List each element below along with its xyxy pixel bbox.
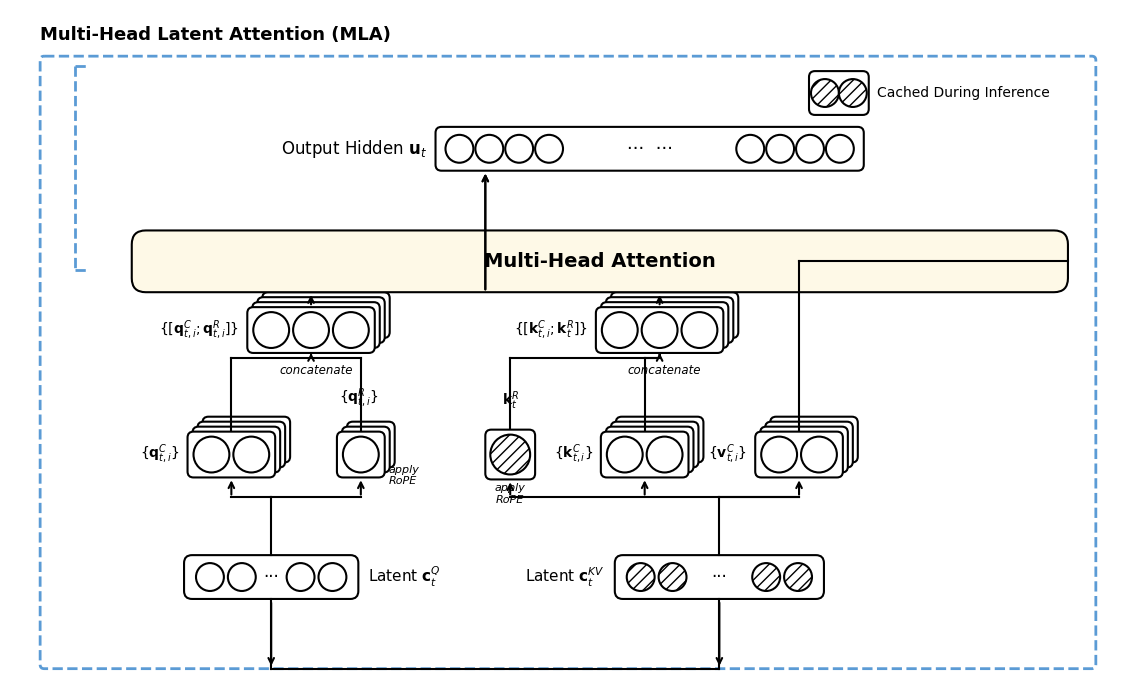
FancyBboxPatch shape <box>187 432 275 477</box>
Text: apply
RoPE: apply RoPE <box>495 484 526 505</box>
FancyBboxPatch shape <box>611 292 738 338</box>
Circle shape <box>796 135 824 163</box>
Circle shape <box>658 563 686 591</box>
Circle shape <box>228 563 256 591</box>
FancyBboxPatch shape <box>342 427 390 473</box>
Text: $\mathbf{k}^R_t$: $\mathbf{k}^R_t$ <box>501 389 519 412</box>
FancyBboxPatch shape <box>611 421 699 467</box>
FancyBboxPatch shape <box>760 427 848 473</box>
Circle shape <box>490 434 531 475</box>
FancyBboxPatch shape <box>606 297 734 343</box>
Text: ···: ··· <box>711 568 727 586</box>
Text: $\{\mathbf{v}^C_{t,i}\}$: $\{\mathbf{v}^C_{t,i}\}$ <box>708 443 747 466</box>
Text: $\{[\mathbf{q}^C_{t,i};\mathbf{q}^R_{t,i}]\}$: $\{[\mathbf{q}^C_{t,i};\mathbf{q}^R_{t,i… <box>159 319 239 341</box>
Circle shape <box>234 436 269 473</box>
FancyBboxPatch shape <box>809 71 868 115</box>
Text: Multi-Head Latent Attention (MLA): Multi-Head Latent Attention (MLA) <box>41 26 391 44</box>
FancyBboxPatch shape <box>755 432 843 477</box>
Circle shape <box>343 436 378 473</box>
Circle shape <box>475 135 504 163</box>
Circle shape <box>535 135 563 163</box>
Circle shape <box>627 563 655 591</box>
Text: $\{[\mathbf{k}^C_{t,i};\mathbf{k}^R_t]\}$: $\{[\mathbf{k}^C_{t,i};\mathbf{k}^R_t]\}… <box>514 319 588 341</box>
FancyBboxPatch shape <box>770 417 858 462</box>
Circle shape <box>826 135 854 163</box>
Circle shape <box>767 135 794 163</box>
Circle shape <box>333 312 369 348</box>
FancyBboxPatch shape <box>252 302 379 348</box>
Circle shape <box>287 563 315 591</box>
Circle shape <box>682 312 717 348</box>
FancyBboxPatch shape <box>485 430 535 479</box>
FancyBboxPatch shape <box>436 127 864 171</box>
Circle shape <box>193 436 229 473</box>
FancyBboxPatch shape <box>601 432 689 477</box>
FancyBboxPatch shape <box>615 417 703 462</box>
Circle shape <box>839 79 867 107</box>
Circle shape <box>647 436 683 473</box>
Text: Cached During Inference: Cached During Inference <box>877 86 1050 100</box>
Text: concatenate: concatenate <box>279 365 352 378</box>
Circle shape <box>752 563 780 591</box>
FancyBboxPatch shape <box>601 302 728 348</box>
Circle shape <box>736 135 764 163</box>
Circle shape <box>506 135 533 163</box>
Text: ···: ··· <box>263 568 279 586</box>
Text: Output Hidden $\mathbf{u}_t$: Output Hidden $\mathbf{u}_t$ <box>281 137 428 160</box>
Circle shape <box>602 312 638 348</box>
Circle shape <box>802 436 837 473</box>
Text: $\{\mathbf{q}^C_{t,i}\}$: $\{\mathbf{q}^C_{t,i}\}$ <box>140 443 180 466</box>
Text: $\{\mathbf{k}^C_{t,i}\}$: $\{\mathbf{k}^C_{t,i}\}$ <box>553 443 593 466</box>
Text: apply
RoPE: apply RoPE <box>388 464 420 486</box>
FancyBboxPatch shape <box>193 427 280 473</box>
Text: ···  ···: ··· ··· <box>627 140 673 158</box>
FancyBboxPatch shape <box>765 421 852 467</box>
Text: Multi-Head Attention: Multi-Head Attention <box>484 252 716 271</box>
Circle shape <box>318 563 347 591</box>
Circle shape <box>253 312 289 348</box>
Circle shape <box>606 436 642 473</box>
Circle shape <box>196 563 224 591</box>
FancyBboxPatch shape <box>336 432 385 477</box>
Circle shape <box>811 79 839 107</box>
Text: concatenate: concatenate <box>628 365 701 378</box>
FancyBboxPatch shape <box>347 421 395 467</box>
FancyBboxPatch shape <box>606 427 693 473</box>
FancyBboxPatch shape <box>198 421 286 467</box>
Text: $\{\mathbf{q}^R_{t,i}\}$: $\{\mathbf{q}^R_{t,i}\}$ <box>339 386 379 410</box>
Circle shape <box>446 135 473 163</box>
Circle shape <box>785 563 812 591</box>
FancyBboxPatch shape <box>247 307 375 353</box>
FancyBboxPatch shape <box>262 292 390 338</box>
FancyBboxPatch shape <box>202 417 290 462</box>
FancyBboxPatch shape <box>257 297 385 343</box>
Circle shape <box>294 312 329 348</box>
Text: Latent $\mathbf{c}^{KV}_t$: Latent $\mathbf{c}^{KV}_t$ <box>525 566 605 589</box>
Text: Latent $\mathbf{c}^Q_t$: Latent $\mathbf{c}^Q_t$ <box>368 565 441 589</box>
FancyBboxPatch shape <box>596 307 724 353</box>
FancyBboxPatch shape <box>615 555 824 599</box>
FancyBboxPatch shape <box>184 555 358 599</box>
FancyBboxPatch shape <box>132 231 1068 292</box>
Circle shape <box>641 312 677 348</box>
Circle shape <box>761 436 797 473</box>
